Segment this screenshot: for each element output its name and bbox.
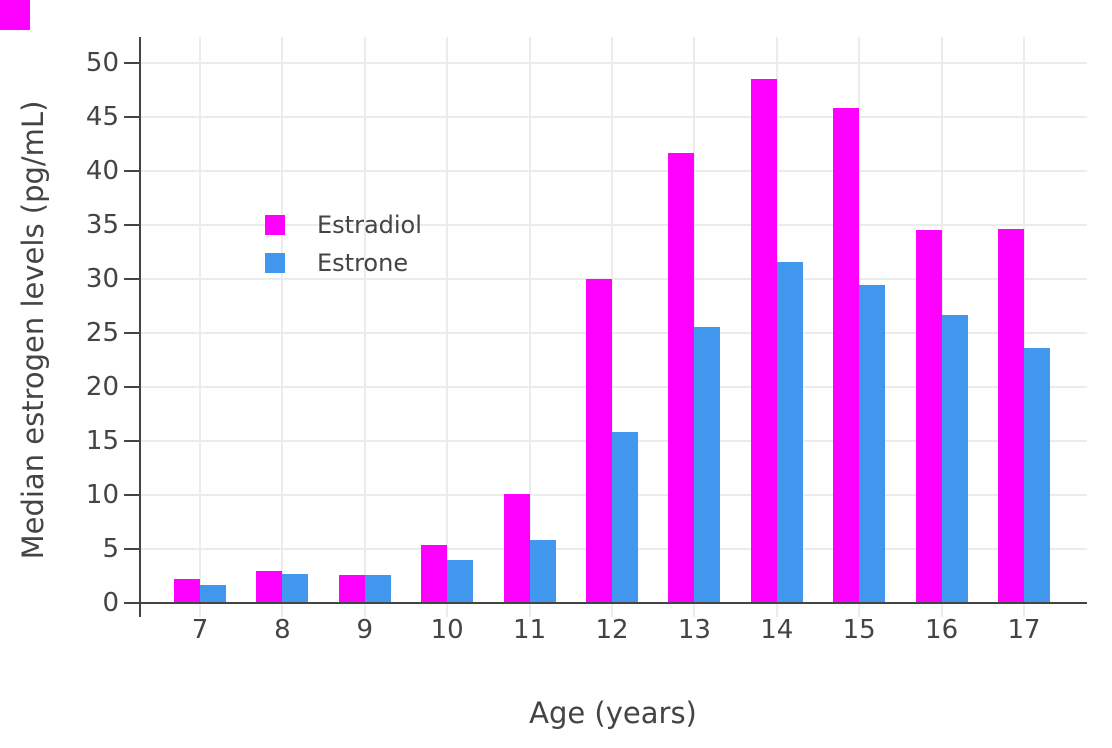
y-tick-label: 35	[85, 209, 119, 240]
x-tick-label: 9	[356, 615, 374, 645]
vertical-gridline	[528, 37, 531, 617]
bar-estrone-age-15	[859, 285, 886, 603]
bar-estrone-age-16	[941, 315, 968, 603]
y-tick-mark	[124, 602, 140, 604]
y-axis-title: Median estrogen levels (pg/mL)	[16, 100, 50, 560]
legend-swatch-estrone-icon	[265, 253, 285, 273]
y-tick-label: 30	[85, 263, 119, 294]
horizontal-gridline	[140, 385, 1087, 388]
y-tick-label: 45	[85, 101, 119, 132]
y-tick-mark	[124, 115, 140, 118]
bar-estradiol-age-8	[256, 571, 283, 603]
x-tick-label: 13	[677, 615, 711, 645]
legend-swatch-estradiol-icon	[265, 215, 285, 235]
x-tick-label: 14	[760, 615, 794, 645]
x-tick-label: 15	[842, 615, 876, 645]
bar-estrone-age-9	[364, 575, 391, 603]
x-tick-label: 12	[595, 615, 629, 645]
y-tick-label: 0	[102, 588, 119, 618]
horizontal-gridline	[140, 331, 1087, 334]
x-axis-title: Age (years)	[529, 696, 697, 730]
bar-estrone-age-10	[447, 560, 474, 603]
y-tick-label: 40	[85, 155, 119, 186]
y-tick-mark	[124, 277, 140, 280]
bar-estrone-age-14	[776, 262, 803, 603]
y-tick-label: 5	[102, 533, 119, 564]
horizontal-gridline	[140, 223, 1087, 226]
x-tick-label: 8	[274, 615, 291, 645]
y-tick-mark	[124, 169, 140, 172]
y-tick-mark	[124, 439, 140, 442]
x-tick-label: 17	[1007, 615, 1041, 645]
y-axis-line	[139, 37, 141, 617]
legend: Estradiol Estrone	[265, 211, 422, 291]
horizontal-gridline	[140, 61, 1087, 64]
horizontal-gridline	[140, 277, 1087, 280]
y-tick-mark	[124, 385, 140, 388]
y-tick-label: 20	[85, 371, 119, 402]
x-tick-label: 7	[191, 615, 209, 645]
bar-estrone-age-13	[694, 327, 721, 603]
bar-estradiol-age-12	[586, 279, 612, 603]
x-axis-line	[140, 602, 1087, 604]
bar-estradiol-age-14	[750, 79, 777, 603]
legend-label-estrone: Estrone	[317, 249, 409, 277]
bar-estrone-age-12	[612, 432, 638, 603]
y-tick-label: 50	[85, 47, 119, 78]
bar-estradiol-age-9	[338, 575, 365, 603]
x-tick-label: 11	[513, 615, 547, 645]
cursor-marker	[0, 0, 30, 30]
bar-estrone-age-8	[282, 574, 309, 603]
horizontal-gridline	[140, 115, 1087, 118]
bar-estrone-age-11	[529, 540, 556, 603]
x-tick-label: 10	[430, 615, 464, 645]
vertical-gridline	[281, 37, 284, 617]
legend-item-estrone[interactable]: Estrone	[265, 249, 422, 277]
bar-estradiol-age-10	[421, 545, 448, 603]
vertical-gridline	[611, 37, 613, 617]
y-tick-mark	[124, 223, 140, 226]
bar-estradiol-age-15	[833, 108, 860, 603]
legend-item-estradiol[interactable]: Estradiol	[265, 211, 422, 239]
vertical-gridline	[1023, 37, 1025, 617]
bar-estradiol-age-11	[503, 494, 530, 603]
vertical-gridline	[363, 37, 366, 617]
x-tick-label: 16	[925, 615, 959, 645]
y-tick-label: 10	[85, 479, 119, 510]
y-tick-mark	[124, 493, 140, 496]
vertical-gridline	[446, 37, 449, 617]
y-tick-mark	[124, 331, 140, 334]
bar-estrone-age-7	[200, 585, 226, 603]
horizontal-gridline	[140, 169, 1087, 172]
legend-label-estradiol: Estradiol	[317, 211, 422, 239]
y-tick-label: 15	[85, 425, 119, 456]
bar-estradiol-age-17	[998, 229, 1024, 603]
bar-estrone-age-17	[1024, 348, 1050, 603]
bar-estradiol-age-16	[915, 230, 942, 603]
bar-estradiol-age-7	[174, 579, 200, 603]
y-tick-label: 25	[85, 317, 119, 348]
vertical-gridline	[199, 37, 201, 617]
y-tick-mark	[124, 61, 140, 64]
y-tick-mark	[124, 547, 140, 550]
bar-estradiol-age-13	[668, 153, 695, 603]
